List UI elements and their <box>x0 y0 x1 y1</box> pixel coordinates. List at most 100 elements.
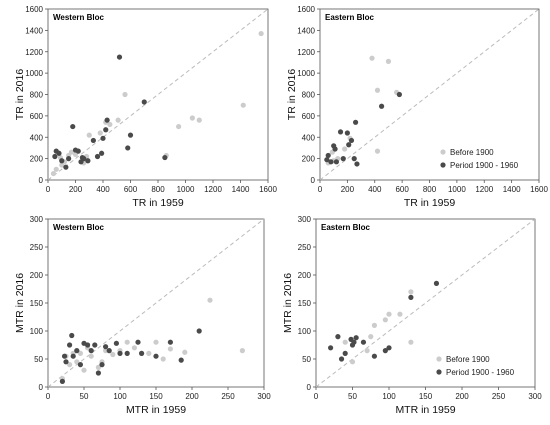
y-tick-label: 200 <box>30 271 44 280</box>
data-point-period-1900-1960 <box>79 154 85 161</box>
x-tick-label: 100 <box>382 392 396 401</box>
x-tick-label: 200 <box>185 392 199 401</box>
data-point-period-1900-1960 <box>67 342 73 348</box>
data-point-before-1900 <box>342 146 348 152</box>
y-tick-label: 800 <box>302 91 316 100</box>
y-axis-label: MTR in 2016 <box>14 273 26 333</box>
y-tick-label: 1600 <box>297 5 315 14</box>
x-tick-label: 1600 <box>259 185 277 194</box>
data-point-period-1900-1960 <box>141 99 147 105</box>
data-point-before-1900 <box>50 170 57 177</box>
data-point-period-1900-1960 <box>178 357 184 363</box>
data-point-period-1900-1960 <box>72 147 79 153</box>
y-tick-label: 100 <box>298 327 312 336</box>
data-point-period-1900-1960 <box>99 150 105 156</box>
data-point-period-1900-1960 <box>360 339 367 345</box>
x-axis-label: MTR in 1959 <box>395 404 455 416</box>
data-point-period-1900-1960 <box>408 294 414 300</box>
x-tick-label: 200 <box>341 185 355 194</box>
data-point-before-1900 <box>95 364 101 370</box>
y-tick-label: 200 <box>298 271 312 280</box>
data-point-period-1900-1960 <box>63 359 69 365</box>
data-point-period-1900-1960 <box>117 350 123 356</box>
data-point-period-1900-1960 <box>342 350 348 356</box>
x-tick-label: 1400 <box>232 185 250 194</box>
data-point-period-1900-1960 <box>52 153 58 160</box>
plot-frame <box>315 218 536 388</box>
y-tick-label: 150 <box>30 299 44 308</box>
data-point-period-1900-1960 <box>74 348 80 354</box>
data-point-period-1900-1960 <box>337 129 344 135</box>
x-tick-label: 1200 <box>204 185 222 194</box>
data-point-before-1900 <box>86 132 92 138</box>
y-tick-label: 250 <box>298 243 312 252</box>
legend-marker-before-1900 <box>440 149 446 155</box>
data-point-period-1900-1960 <box>153 353 159 359</box>
data-point-before-1900 <box>122 91 128 98</box>
data-point-before-1900 <box>207 297 213 303</box>
y-tick-label: 600 <box>30 112 44 121</box>
x-tick-label: 0 <box>46 392 51 401</box>
y-tick-label: 200 <box>302 155 316 164</box>
data-point-period-1900-1960 <box>196 328 202 334</box>
data-point-period-1900-1960 <box>328 345 334 351</box>
data-point-before-1900 <box>67 362 73 368</box>
data-point-before-1900 <box>258 30 264 37</box>
y-tick-label: 50 <box>34 355 43 364</box>
x-tick-label: 50 <box>348 392 357 401</box>
data-point-before-1900 <box>342 339 348 345</box>
data-point-before-1900 <box>364 348 370 354</box>
y-tick-label: 600 <box>302 112 316 121</box>
data-point-period-1900-1960 <box>433 280 440 286</box>
y-tick-label: 1400 <box>297 26 315 35</box>
data-point-before-1900 <box>239 348 245 354</box>
legend-marker-before-1900 <box>436 356 442 362</box>
legend-label: Before 1900 <box>446 355 490 364</box>
panel-title: Western Bloc <box>53 223 105 232</box>
y-tick-label: 400 <box>302 133 316 142</box>
panel-bottom-left: 0 50 100 150 200 250 300 0 50 100 150 200 250 300 West… <box>14 215 271 416</box>
x-tick-label: 800 <box>423 185 437 194</box>
x-tick-label: 600 <box>395 185 409 194</box>
panel-title: Eastern Bloc <box>325 13 374 22</box>
data-point-period-1900-1960 <box>90 137 96 144</box>
data-point-period-1900-1960 <box>328 159 334 165</box>
data-point-period-1900-1960 <box>69 332 75 339</box>
data-point-period-1900-1960 <box>378 103 385 109</box>
y-tick-label: 150 <box>298 299 312 308</box>
x-axis-label: TR in 1959 <box>132 197 184 209</box>
data-point-before-1900 <box>382 317 388 323</box>
data-point-period-1900-1960 <box>162 154 168 161</box>
data-point-period-1900-1960 <box>116 54 123 60</box>
data-point-period-1900-1960 <box>95 370 101 376</box>
x-tick-label: 200 <box>69 185 83 194</box>
data-point-period-1900-1960 <box>324 157 330 163</box>
x-tick-label: 1600 <box>530 185 548 194</box>
x-tick-label: 600 <box>124 185 138 194</box>
data-point-period-1900-1960 <box>335 334 341 340</box>
data-point-period-1900-1960 <box>346 142 352 148</box>
y-tick-label: 200 <box>30 155 44 164</box>
x-tick-label: 1000 <box>448 185 466 194</box>
data-point-period-1900-1960 <box>59 158 65 164</box>
data-point-before-1900 <box>146 350 152 356</box>
data-point-before-1900 <box>81 367 87 373</box>
data-point-before-1900 <box>408 289 414 295</box>
data-point-period-1900-1960 <box>99 362 105 368</box>
plot-frame <box>319 8 540 181</box>
y-tick-label: 300 <box>30 215 44 224</box>
data-point-before-1900 <box>124 339 130 345</box>
legend: Before 1900 Period 1900 - 1960 <box>436 355 515 377</box>
data-point-before-1900 <box>385 58 392 64</box>
data-point-period-1900-1960 <box>353 335 359 341</box>
legend-marker-period-1900-1960 <box>436 369 442 375</box>
data-point-before-1900 <box>153 339 159 345</box>
x-tick-label: 1200 <box>475 185 493 194</box>
data-point-period-1900-1960 <box>77 362 83 368</box>
data-point-before-1900 <box>97 130 103 136</box>
panel-bottom-right: 0 50 100 150 200 250 300 0 50 100 150 200 250 300 East… <box>282 215 542 416</box>
data-point-before-1900 <box>176 123 182 130</box>
data-point-before-1900 <box>88 353 94 359</box>
x-tick-label: 150 <box>149 392 163 401</box>
y-tick-label: 1000 <box>297 69 315 78</box>
